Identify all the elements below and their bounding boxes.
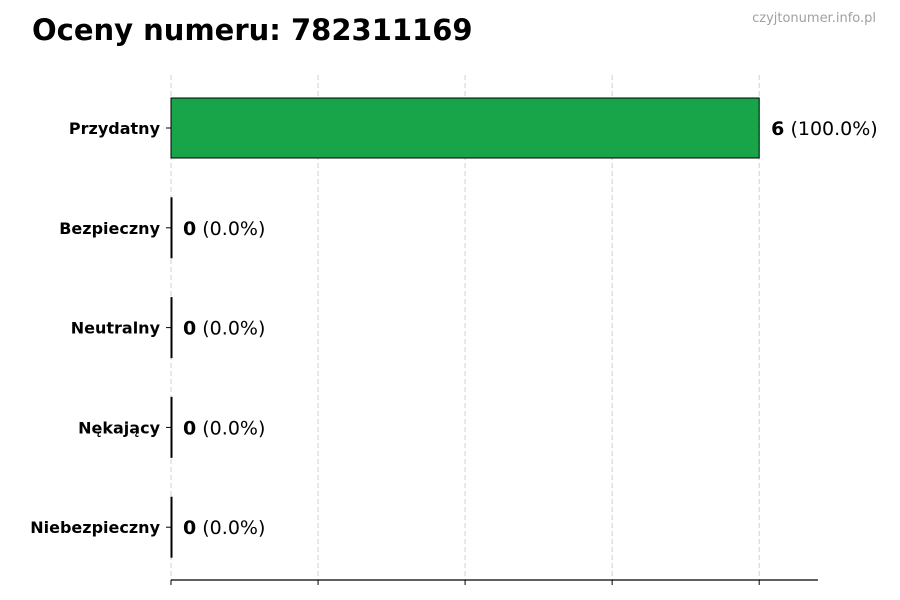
percent-label: (0.0%) bbox=[196, 517, 265, 539]
percent-label: (100.0%) bbox=[784, 118, 877, 140]
chart-title: Oceny numeru: 782311169 bbox=[32, 13, 473, 47]
y-tick-label: Bezpieczny bbox=[59, 219, 160, 238]
percent-label: (0.0%) bbox=[196, 318, 265, 340]
y-tick-label: Przydatny bbox=[69, 119, 161, 138]
count-label: 0 bbox=[183, 517, 196, 539]
bar bbox=[170, 297, 173, 359]
count-label: 0 bbox=[183, 218, 196, 240]
bar bbox=[170, 396, 173, 458]
value-label: 0 (0.0%) bbox=[183, 517, 265, 539]
percent-label: (0.0%) bbox=[196, 218, 265, 240]
watermark: czyjtonumer.info.pl bbox=[752, 11, 876, 26]
grid-lines bbox=[170, 75, 760, 580]
y-tick-label: Niebezpieczny bbox=[30, 518, 160, 537]
x-axis bbox=[170, 579, 818, 585]
y-axis: Przydatny Bezpieczny Neutralny Nękający Nieb… bbox=[30, 119, 171, 537]
y-tick-label: Nękający bbox=[78, 418, 160, 437]
count-label: 6 bbox=[771, 118, 784, 140]
value-label: 0 (0.0%) bbox=[183, 218, 265, 240]
bar bbox=[170, 97, 760, 159]
bars bbox=[170, 97, 760, 558]
value-labels: 6 (100.0%)0 (0.0%)0 (0.0%)0 (0.0%)0 (0.0… bbox=[183, 118, 878, 539]
value-label: 0 (0.0%) bbox=[183, 417, 265, 439]
value-label: 0 (0.0%) bbox=[183, 318, 265, 340]
count-label: 0 bbox=[183, 417, 196, 439]
bar bbox=[170, 496, 173, 558]
count-label: 0 bbox=[183, 318, 196, 340]
value-label: 6 (100.0%) bbox=[771, 118, 878, 140]
percent-label: (0.0%) bbox=[196, 417, 265, 439]
bar bbox=[170, 197, 173, 259]
y-tick-label: Neutralny bbox=[71, 319, 161, 338]
